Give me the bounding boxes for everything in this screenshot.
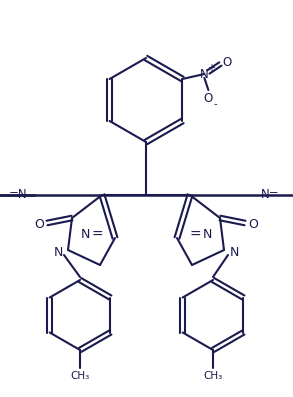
Text: N: N	[200, 67, 209, 81]
Text: =: =	[189, 228, 201, 242]
Text: N: N	[202, 229, 212, 241]
Text: N: N	[229, 245, 239, 258]
Text: +: +	[207, 63, 215, 73]
Text: N: N	[53, 245, 63, 258]
Text: N=: N=	[261, 189, 279, 202]
Text: N: N	[80, 229, 90, 241]
Text: CH₃: CH₃	[203, 371, 223, 381]
Text: CH₃: CH₃	[70, 371, 90, 381]
Text: =N: =N	[9, 189, 27, 202]
Text: O: O	[204, 91, 213, 104]
Text: O: O	[248, 218, 258, 231]
Text: =: =	[91, 228, 103, 242]
Text: O: O	[223, 56, 232, 69]
Text: O: O	[34, 218, 44, 231]
Text: -: -	[214, 99, 217, 109]
